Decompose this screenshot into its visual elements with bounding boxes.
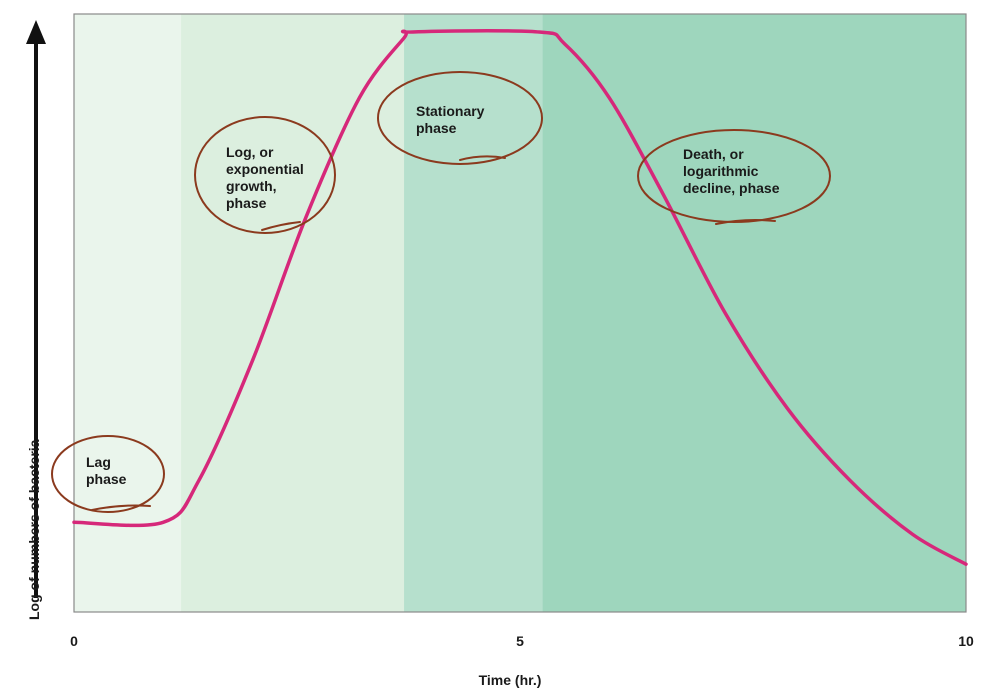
log-annotation-circle	[194, 116, 336, 234]
death-phase-label: Death, or logarithmic decline, phase	[683, 146, 779, 197]
lag-annotation-circle-stroke	[91, 504, 151, 511]
log-phase-label-line: growth,	[226, 178, 277, 194]
phase-band-death	[542, 14, 966, 612]
phase-band-log	[181, 14, 405, 612]
lag-annotation-circle	[51, 435, 165, 513]
stationary-annotation-circle	[377, 71, 543, 165]
y-axis-label: Log of numbers of bacteria	[26, 439, 42, 620]
lag-phase-label-line: phase	[86, 471, 127, 487]
log-phase-label: Log, or exponential growth, phase	[226, 144, 304, 212]
death-phase-label-line: decline, phase	[683, 180, 780, 196]
phase-band-lag	[74, 14, 182, 612]
death-annotation-circle-stroke	[715, 219, 776, 225]
phase-bands	[74, 14, 966, 612]
log-annotation-circle-stroke	[261, 221, 301, 231]
log-phase-label-line: Log, or	[226, 144, 274, 160]
hand-drawn-annotations	[51, 71, 831, 513]
log-phase-label-line: phase	[226, 195, 267, 211]
x-tick-label: 0	[70, 633, 78, 649]
stationary-phase-label-line: Stationary	[416, 103, 485, 119]
lag-phase-label: Lag phase	[86, 454, 126, 488]
growth-curve-line	[72, 29, 968, 566]
stationary-phase-label: Stationary phase	[416, 103, 484, 137]
log-phase-label-line: exponential	[226, 161, 304, 177]
y-axis-arrow	[26, 20, 46, 598]
x-axis-label: Time (hr.)	[478, 672, 542, 688]
death-phase-label-line: Death, or	[683, 146, 744, 162]
lag-phase-label-line: Lag	[86, 454, 111, 470]
plot-frame	[73, 13, 967, 613]
x-tick-label: 10	[958, 633, 974, 649]
phase-band-stationary	[404, 14, 543, 612]
stationary-phase-label-line: phase	[416, 120, 457, 136]
x-tick-label: 5	[516, 633, 524, 649]
stationary-annotation-circle-stroke	[459, 155, 506, 161]
death-phase-label-line: logarithmic	[683, 163, 759, 179]
